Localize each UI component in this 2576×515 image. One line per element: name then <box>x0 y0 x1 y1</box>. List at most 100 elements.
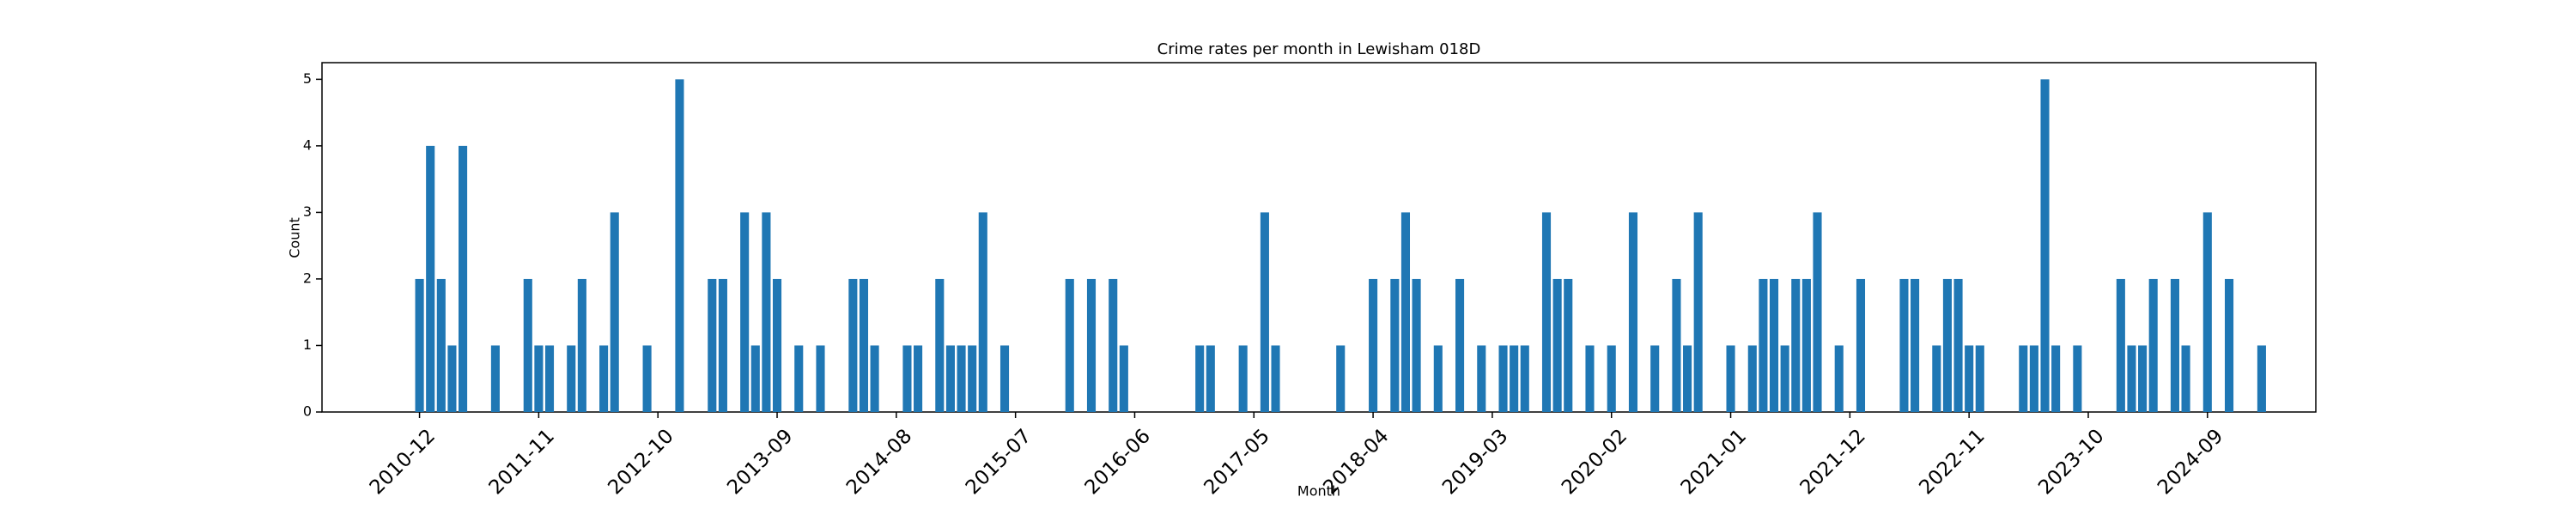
x-tick-label: 2017-05 <box>1200 425 1273 499</box>
x-tick-label: 2015-07 <box>962 425 1036 499</box>
x-tick-label: 2021-01 <box>1677 425 1751 499</box>
x-tick-label: 2019-03 <box>1438 425 1512 499</box>
bar <box>415 278 424 412</box>
bar <box>1086 278 1097 412</box>
bar <box>1119 345 1128 412</box>
bar <box>1953 278 1963 412</box>
x-tick-label: 2024-09 <box>2154 425 2227 499</box>
bar <box>718 278 727 412</box>
plot-frame <box>321 62 2317 413</box>
bar <box>1564 278 1573 412</box>
bar <box>426 145 435 412</box>
bar <box>1932 345 1941 412</box>
bar <box>957 345 966 412</box>
bar <box>1672 278 1681 412</box>
bar <box>1769 278 1779 412</box>
bar <box>2224 278 2234 412</box>
bar <box>577 278 586 412</box>
bar <box>1791 278 1801 412</box>
bar <box>1693 212 1703 412</box>
bar <box>859 278 869 412</box>
bar <box>1585 345 1595 412</box>
bar <box>2019 345 2028 412</box>
bar <box>1520 345 1529 412</box>
bar <box>2181 345 2190 412</box>
bar <box>1911 278 1920 412</box>
bar <box>2170 278 2179 412</box>
bar <box>599 345 609 412</box>
bar <box>2148 278 2158 412</box>
bar <box>1965 345 1974 412</box>
bar <box>1369 278 1378 412</box>
bar <box>675 79 684 412</box>
bar <box>534 345 544 412</box>
bar <box>642 345 652 412</box>
bar <box>2040 79 2050 412</box>
bar <box>968 345 977 412</box>
bar <box>772 278 782 412</box>
x-tick-label: 2022-11 <box>1915 425 1989 499</box>
bar <box>1683 345 1692 412</box>
bar <box>945 345 955 412</box>
y-tick-label: 5 <box>303 70 312 87</box>
bar <box>459 145 468 412</box>
bar <box>794 345 804 412</box>
bar <box>1400 212 1411 412</box>
bar <box>2073 345 2082 412</box>
bar <box>1260 212 1269 412</box>
bar <box>2029 345 2038 412</box>
bar <box>1552 278 1562 412</box>
bar <box>567 345 576 412</box>
x-tick-label: 2023-10 <box>2034 425 2108 499</box>
y-tick-label: 0 <box>303 403 312 420</box>
bar <box>490 345 500 412</box>
bar <box>1412 278 1421 412</box>
bar <box>1813 212 1822 412</box>
bar <box>1541 212 1552 412</box>
bar <box>1942 278 1952 412</box>
y-axis-label: Count <box>287 217 303 258</box>
y-tick-label: 1 <box>303 336 312 353</box>
bar <box>740 212 750 412</box>
bar <box>1195 345 1205 412</box>
bar <box>1238 345 1248 412</box>
bar <box>2202 212 2212 412</box>
bar <box>610 212 619 412</box>
bar <box>1271 345 1280 412</box>
x-tick-label: 2012-10 <box>604 425 677 499</box>
bar <box>1975 345 1984 412</box>
bar <box>708 278 717 412</box>
bar <box>870 345 879 412</box>
y-tick-label: 3 <box>303 203 312 220</box>
bar <box>1455 278 1465 412</box>
bar <box>816 345 825 412</box>
bar <box>750 345 760 412</box>
bar <box>1390 278 1400 412</box>
bar <box>848 278 858 412</box>
bar <box>1109 278 1118 412</box>
y-tick-label: 2 <box>303 270 312 286</box>
bar <box>1628 212 1638 412</box>
bar <box>2051 345 2061 412</box>
bar <box>544 345 555 412</box>
bar <box>1498 345 1508 412</box>
bar <box>1834 345 1844 412</box>
x-tick-label: 2011-11 <box>485 425 559 499</box>
y-tick-label: 4 <box>303 136 312 153</box>
x-tick-label: 2016-06 <box>1081 425 1155 499</box>
bar <box>1065 278 1074 412</box>
bar <box>1336 345 1346 412</box>
bar <box>902 345 912 412</box>
bar <box>1607 345 1616 412</box>
x-tick-label: 2018-04 <box>1319 425 1393 499</box>
bar <box>1650 345 1660 412</box>
bar <box>1477 345 1486 412</box>
bar <box>2138 345 2148 412</box>
bar <box>762 212 771 412</box>
bar <box>1759 278 1768 412</box>
bar <box>1206 345 1215 412</box>
bar <box>447 345 457 412</box>
bar <box>935 278 945 412</box>
bar <box>1433 345 1443 412</box>
